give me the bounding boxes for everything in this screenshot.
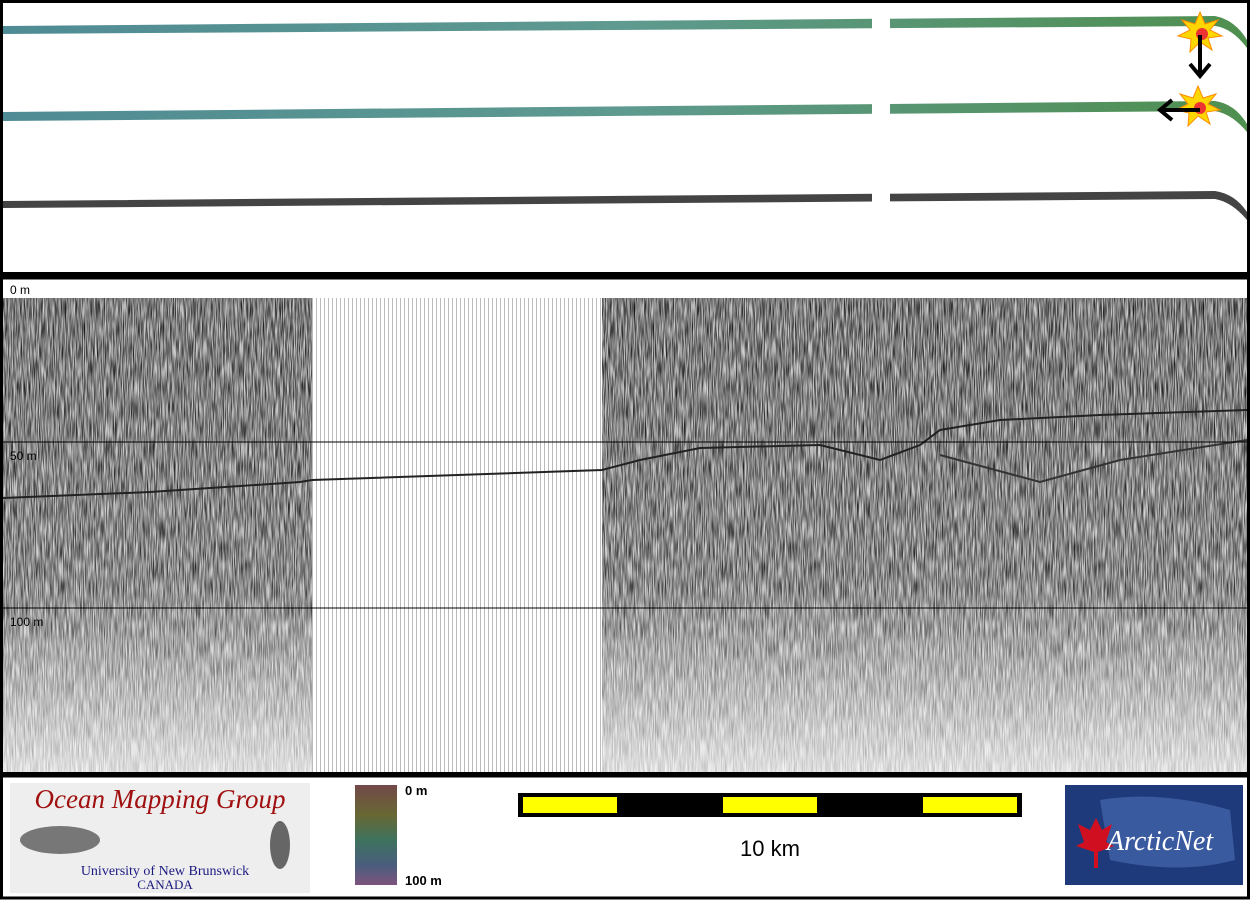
markers bbox=[1156, 10, 1224, 128]
arcticnet-logo: ArcticNet bbox=[1065, 785, 1243, 885]
scale-bar bbox=[518, 793, 1022, 817]
depth-grid bbox=[3, 280, 1247, 609]
scale-label: 10 km bbox=[740, 836, 800, 861]
profile-image bbox=[2, 298, 1248, 772]
logo-line: University of New Brunswick bbox=[81, 864, 249, 879]
colorbar bbox=[355, 785, 397, 885]
logo-title: ArcticNet bbox=[1105, 826, 1214, 857]
logo-line: CANADA bbox=[137, 877, 193, 892]
colorbar-label: 0 m bbox=[405, 783, 427, 798]
colorbar-label: 100 m bbox=[405, 873, 442, 888]
depth-label: 100 m bbox=[10, 615, 43, 629]
depth-label: 50 m bbox=[10, 449, 37, 463]
omg-logo: Ocean Mapping Group University of New Br… bbox=[10, 783, 310, 893]
depth-label: 0 m bbox=[10, 283, 30, 297]
track-panel bbox=[0, 0, 1250, 275]
logo-title: Ocean Mapping Group bbox=[35, 784, 286, 814]
track-strips bbox=[3, 10, 1247, 230]
